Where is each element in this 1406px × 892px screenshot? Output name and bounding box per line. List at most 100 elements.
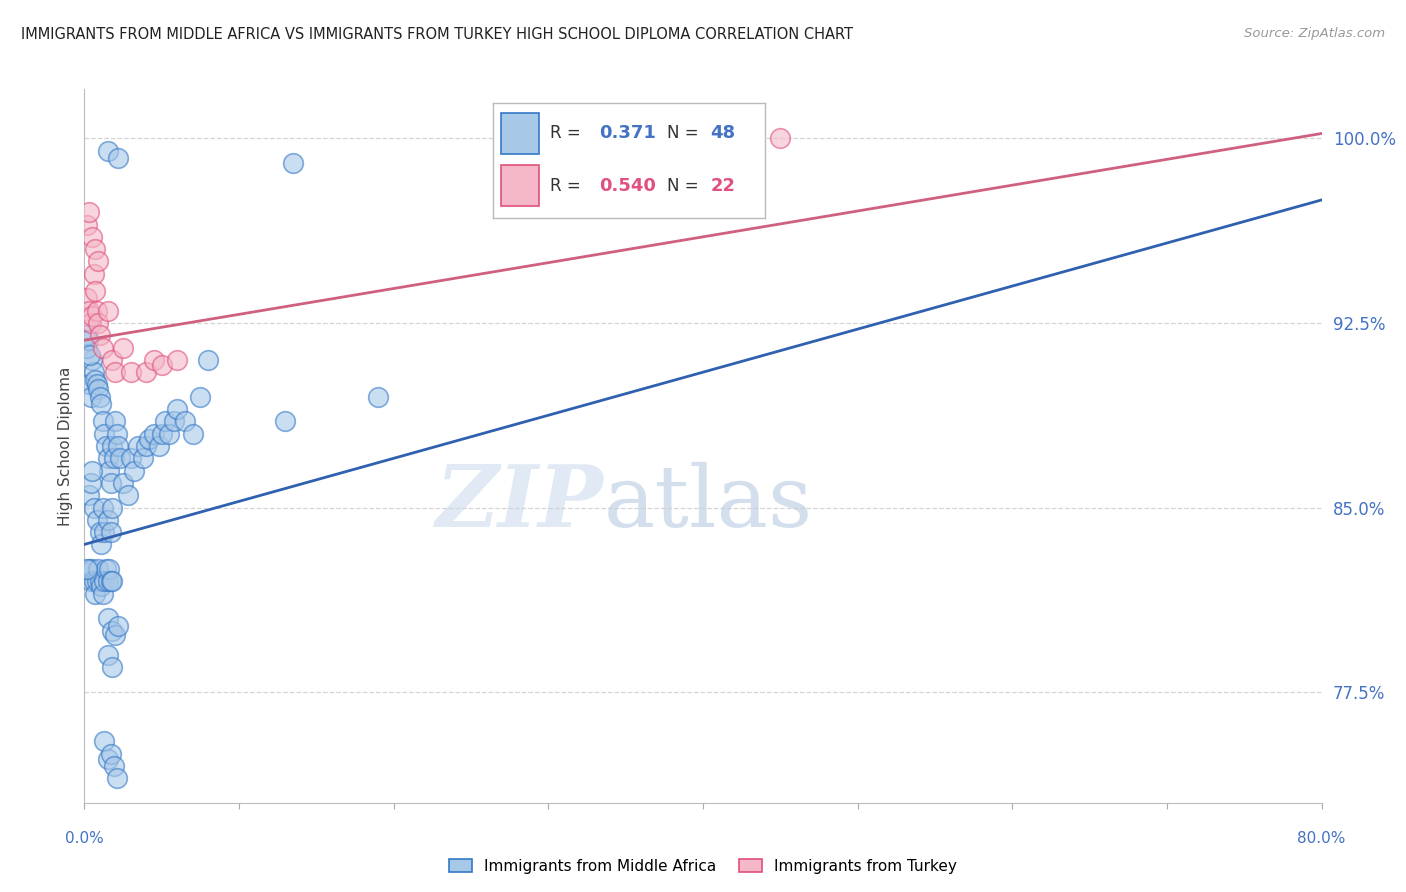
Point: [96, 303, 118, 318]
Point: [77, 488, 100, 502]
Point: [96, 574, 118, 589]
Point: [93, 734, 115, 748]
Y-axis label: High School Diploma: High School Diploma: [58, 367, 73, 525]
Point: [104, 628, 127, 642]
Point: [135, 365, 157, 379]
Point: [117, 488, 139, 502]
Point: [127, 439, 149, 453]
Point: [86, 574, 108, 589]
Text: 80.0%: 80.0%: [1298, 831, 1346, 846]
Point: [138, 432, 160, 446]
Point: [86, 377, 108, 392]
Point: [150, 426, 173, 441]
Point: [87, 562, 110, 576]
Point: [79, 390, 101, 404]
Point: [93, 525, 115, 540]
Point: [83, 267, 105, 281]
Point: [96, 611, 118, 625]
Point: [101, 500, 124, 515]
Point: [77, 562, 100, 576]
Point: [107, 618, 129, 632]
Point: [112, 341, 135, 355]
Point: [96, 144, 118, 158]
Point: [77, 333, 100, 347]
Point: [112, 475, 135, 490]
Point: [84, 284, 107, 298]
Point: [103, 451, 125, 466]
Point: [91, 587, 114, 601]
Point: [281, 156, 305, 170]
Point: [120, 451, 142, 466]
Point: [84, 373, 107, 387]
Point: [82, 230, 104, 244]
Point: [105, 426, 128, 441]
Point: [96, 513, 118, 527]
Point: [82, 464, 104, 478]
Point: [87, 316, 110, 330]
Text: Source: ZipAtlas.com: Source: ZipAtlas.com: [1244, 27, 1385, 40]
Point: [89, 328, 111, 343]
Point: [76, 291, 98, 305]
Point: [101, 574, 124, 589]
Point: [90, 397, 112, 411]
Point: [181, 426, 204, 441]
Point: [143, 426, 166, 441]
Point: [93, 574, 115, 589]
Point: [90, 579, 112, 593]
Point: [769, 131, 792, 145]
Point: [77, 303, 100, 318]
Point: [91, 500, 114, 515]
Point: [96, 751, 118, 765]
Point: [77, 377, 100, 392]
Point: [82, 309, 104, 323]
Point: [83, 500, 105, 515]
Point: [83, 365, 105, 379]
Point: [101, 624, 124, 638]
Point: [84, 587, 107, 601]
Point: [100, 525, 122, 540]
Point: [94, 562, 117, 576]
Point: [94, 439, 117, 453]
Point: [96, 648, 118, 662]
Point: [101, 660, 124, 674]
Point: [174, 414, 197, 428]
Point: [159, 426, 180, 441]
Point: [86, 513, 108, 527]
Point: [135, 439, 157, 453]
Point: [91, 414, 114, 428]
Point: [90, 537, 112, 551]
Point: [367, 390, 389, 404]
Text: IMMIGRANTS FROM MIDDLE AFRICA VS IMMIGRANTS FROM TURKEY HIGH SCHOOL DIPLOMA CORR: IMMIGRANTS FROM MIDDLE AFRICA VS IMMIGRA…: [21, 27, 853, 42]
Point: [86, 303, 108, 318]
Point: [100, 574, 122, 589]
Text: ZIP: ZIP: [436, 461, 605, 545]
Point: [76, 562, 98, 576]
Point: [89, 574, 111, 589]
Point: [274, 414, 297, 428]
Point: [89, 525, 111, 540]
Point: [104, 365, 127, 379]
Point: [122, 464, 145, 478]
Point: [98, 562, 121, 576]
Point: [101, 439, 124, 453]
Point: [103, 759, 125, 773]
Point: [96, 451, 118, 466]
Point: [76, 341, 98, 355]
Point: [100, 747, 122, 761]
Point: [108, 451, 131, 466]
Point: [84, 242, 107, 256]
Legend: Immigrants from Middle Africa, Immigrants from Turkey: Immigrants from Middle Africa, Immigrant…: [443, 853, 963, 880]
Point: [107, 439, 129, 453]
Text: 0.0%: 0.0%: [65, 831, 104, 846]
Point: [98, 464, 121, 478]
Point: [132, 451, 155, 466]
Text: atlas: atlas: [605, 461, 813, 545]
Point: [82, 352, 104, 367]
Point: [100, 475, 122, 490]
Point: [104, 414, 127, 428]
Point: [101, 352, 124, 367]
Point: [120, 365, 142, 379]
Point: [79, 574, 101, 589]
Point: [87, 254, 110, 268]
Point: [166, 352, 188, 367]
